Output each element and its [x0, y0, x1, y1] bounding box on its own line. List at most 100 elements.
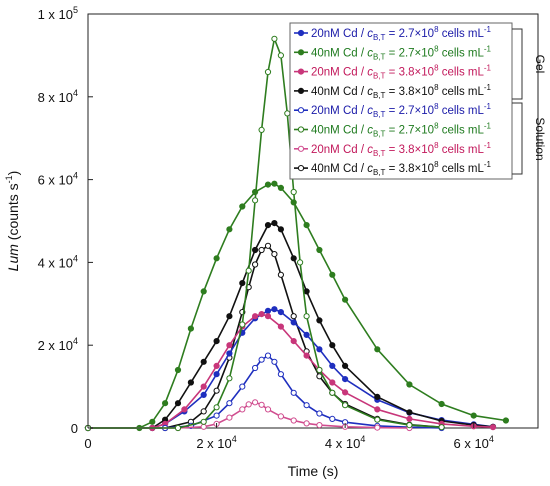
- legend-item: 40nM Cd / cB,T = 2.7×108 cells mL-1: [294, 44, 492, 61]
- y-tick-label: 0: [71, 421, 78, 436]
- data-point: [200, 358, 207, 365]
- data-point: [200, 408, 207, 415]
- data-point: [181, 406, 188, 413]
- data-point: [290, 313, 297, 320]
- data-point: [162, 400, 169, 407]
- data-point: [271, 306, 278, 313]
- data-point: [316, 373, 323, 380]
- data-point: [258, 311, 265, 318]
- data-point: [200, 288, 207, 295]
- data-point: [303, 222, 310, 229]
- data-point: [174, 366, 182, 374]
- data-point: [271, 220, 278, 227]
- x-tick-label: 4 x 104: [325, 434, 365, 451]
- data-point: [271, 180, 278, 187]
- data-point: [200, 418, 207, 425]
- legend-swatch-marker: [297, 49, 305, 56]
- y-tick-label: 4 x 104: [38, 253, 78, 270]
- data-point: [277, 184, 284, 191]
- data-point: [258, 126, 265, 133]
- data-point: [316, 422, 323, 429]
- legend-swatch-marker: [297, 29, 305, 37]
- legend-item: 40nM Cd / cB,T = 3.8×108 cells mL-1: [294, 83, 492, 100]
- data-point: [290, 255, 297, 262]
- data-point: [264, 307, 272, 314]
- data-point: [213, 412, 220, 419]
- data-point: [239, 321, 246, 328]
- x-tick-label: 2 x 104: [196, 434, 236, 451]
- data-point: [226, 313, 233, 320]
- data-point: [264, 222, 272, 229]
- data-point: [187, 325, 194, 332]
- data-point: [290, 188, 297, 196]
- data-point: [329, 362, 336, 369]
- data-point: [271, 358, 278, 365]
- data-point: [245, 267, 252, 274]
- data-point: [374, 393, 381, 400]
- data-point: [316, 366, 323, 374]
- data-point: [303, 420, 310, 427]
- gel-bracket: [512, 28, 523, 100]
- data-point: [303, 288, 310, 295]
- data-point: [213, 387, 220, 394]
- data-point: [213, 404, 220, 411]
- data-point: [374, 346, 381, 353]
- legend-label: 40nM Cd / cB,T = 3.8×108 cells mL-1: [311, 83, 492, 100]
- legend-label: 20nM Cd / cB,T = 3.8×108 cells mL-1: [311, 64, 492, 81]
- legend: 20nM Cd / cB,T = 2.7×108 cells mL-1 40nM …: [289, 22, 513, 180]
- data-point: [213, 371, 220, 378]
- data-point: [226, 375, 233, 382]
- data-point: [502, 417, 509, 424]
- data-point: [226, 400, 233, 407]
- legend-label: 20nM Cd / cB,T = 2.7×108 cells mL-1: [311, 25, 492, 42]
- data-point: [239, 280, 246, 287]
- data-point: [258, 246, 265, 254]
- data-point: [226, 226, 233, 233]
- data-point: [316, 246, 323, 254]
- data-point: [284, 110, 291, 117]
- data-point: [213, 255, 220, 262]
- data-point: [303, 402, 310, 409]
- legend-swatch-marker: [297, 165, 305, 172]
- data-point: [226, 342, 233, 349]
- legend-item: 20nM Cd / cB,T = 2.7×108 cells mL-1: [294, 25, 492, 42]
- data-point: [329, 271, 336, 278]
- data-point: [226, 350, 233, 357]
- data-point: [174, 400, 182, 407]
- data-point: [200, 391, 207, 398]
- legend-item: 40nM Cd / cB,T = 3.8×108 cells mL-1: [294, 160, 492, 177]
- data-point: [258, 356, 265, 363]
- data-point: [277, 413, 284, 420]
- data-point: [342, 296, 349, 303]
- data-point: [213, 362, 220, 369]
- data-point: [277, 323, 284, 330]
- data-point: [239, 203, 246, 210]
- data-point: [252, 246, 259, 254]
- data-point: [264, 352, 272, 359]
- series-line: [88, 308, 494, 429]
- gel-label: Gel: [533, 55, 547, 74]
- y-tick-label: 8 x 104: [38, 88, 78, 105]
- data-point: [264, 181, 272, 188]
- data-point: [438, 424, 445, 431]
- data-point: [239, 406, 246, 413]
- data-point: [406, 415, 413, 422]
- group-brackets: Gel Solution: [512, 28, 547, 175]
- data-point: [297, 259, 304, 266]
- data-point: [252, 197, 259, 204]
- data-point: [213, 338, 220, 345]
- legend-label: 20nM Cd / cB,T = 3.8×108 cells mL-1: [311, 141, 492, 158]
- data-point: [374, 416, 381, 423]
- data-point: [200, 383, 207, 390]
- x-axis-title: Time (s): [288, 463, 339, 479]
- series-line: [88, 313, 494, 429]
- data-point: [264, 406, 272, 413]
- data-point: [329, 389, 336, 396]
- data-point: [277, 271, 284, 278]
- data-point: [245, 401, 252, 408]
- data-point: [489, 424, 497, 431]
- data-point: [342, 402, 349, 409]
- series-line: [88, 35, 442, 429]
- data-point: [290, 319, 297, 326]
- legend-items: 20nM Cd / cB,T = 2.7×108 cells mL-1 40nM …: [294, 25, 492, 177]
